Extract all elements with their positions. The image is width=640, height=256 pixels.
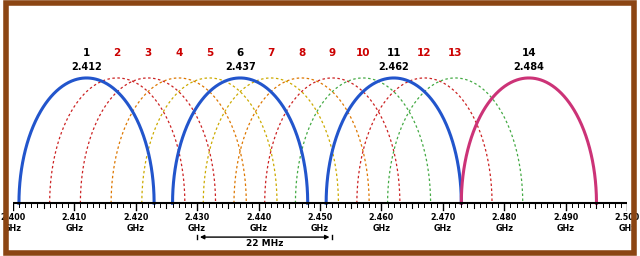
Text: 12: 12 [417, 48, 432, 58]
Text: 2.462: 2.462 [378, 62, 409, 72]
Text: 2.484: 2.484 [513, 62, 545, 72]
Text: 5: 5 [206, 48, 213, 58]
Text: 7: 7 [267, 48, 275, 58]
Text: 2.410
GHz: 2.410 GHz [61, 213, 87, 233]
Text: 14: 14 [522, 48, 536, 58]
Text: 2.420
GHz: 2.420 GHz [123, 213, 148, 233]
Text: 2.480
GHz: 2.480 GHz [492, 213, 517, 233]
Text: 3: 3 [145, 48, 152, 58]
Text: 2.500
GHz: 2.500 GHz [614, 213, 640, 233]
Text: 2.470
GHz: 2.470 GHz [430, 213, 456, 233]
Text: 10: 10 [356, 48, 371, 58]
Text: 6: 6 [237, 48, 244, 58]
Text: 2: 2 [114, 48, 121, 58]
Text: 2.450
GHz: 2.450 GHz [307, 213, 333, 233]
Text: 11: 11 [387, 48, 401, 58]
Text: 2.412: 2.412 [71, 62, 102, 72]
Text: 22 MHz: 22 MHz [246, 239, 284, 248]
Text: 9: 9 [329, 48, 336, 58]
Text: 1: 1 [83, 48, 90, 58]
Text: 13: 13 [448, 48, 463, 58]
Text: 2.430
GHz: 2.430 GHz [184, 213, 210, 233]
Text: 8: 8 [298, 48, 305, 58]
Text: 2.490
GHz: 2.490 GHz [553, 213, 579, 233]
Text: 2.437: 2.437 [225, 62, 255, 72]
Text: 2.440
GHz: 2.440 GHz [246, 213, 271, 233]
Text: 2.400
GHz: 2.400 GHz [0, 213, 26, 233]
Text: 4: 4 [175, 48, 182, 58]
Text: 2.460
GHz: 2.460 GHz [369, 213, 394, 233]
